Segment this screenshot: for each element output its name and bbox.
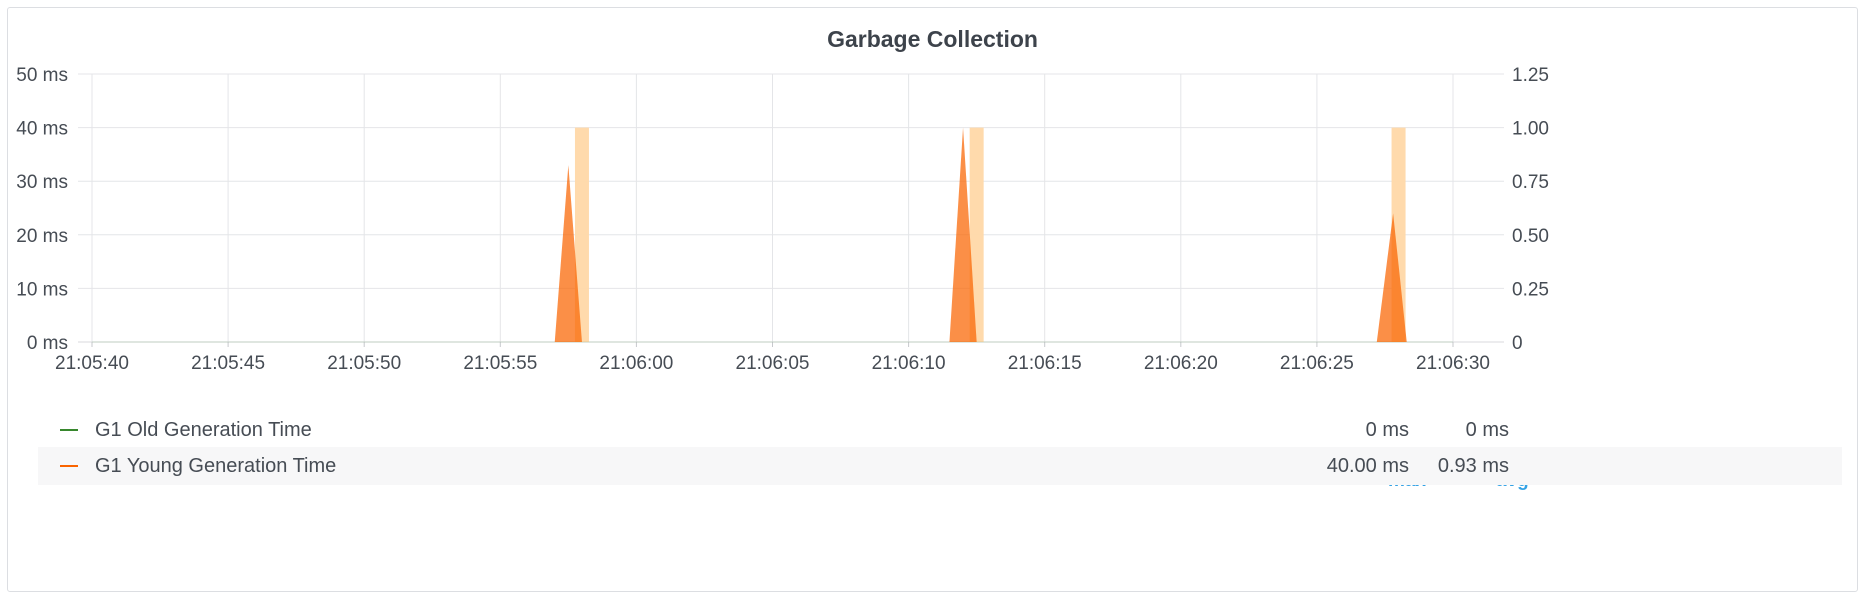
y-left-tick-label: 50 ms bbox=[16, 65, 68, 86]
x-tick-label: 21:06:10 bbox=[872, 353, 946, 374]
x-tick-label: 21:05:55 bbox=[463, 353, 537, 374]
legend-max-old-gen: 0 ms bbox=[1365, 419, 1409, 441]
y-axis-left: 0 ms 10 ms 20 ms 30 ms 40 ms 50 ms bbox=[16, 65, 68, 354]
young-gen-area-spike bbox=[949, 127, 977, 342]
bar-mark bbox=[574, 127, 589, 342]
x-tick-label: 21:06:25 bbox=[1280, 353, 1354, 374]
y-left-tick-label: 0 ms bbox=[27, 333, 68, 354]
x-tick-label: 21:06:20 bbox=[1144, 353, 1218, 374]
y-left-tick-label: 40 ms bbox=[16, 119, 68, 140]
x-tick-label: 21:06:30 bbox=[1416, 353, 1490, 374]
x-tick-label: 21:06:00 bbox=[599, 353, 673, 374]
panel-title: Garbage Collection bbox=[827, 26, 1038, 52]
x-tick-label: 21:06:05 bbox=[736, 353, 810, 374]
legend-label-young-gen: G1 Young Generation Time bbox=[95, 455, 337, 477]
young-gen-area-spike bbox=[1376, 213, 1407, 342]
legend-label-old-gen: G1 Old Generation Time bbox=[95, 419, 312, 441]
legend-avg-old-gen: 0 ms bbox=[1465, 419, 1509, 441]
y-right-tick-label: 0.50 bbox=[1512, 226, 1549, 247]
y-right-tick-label: 0 bbox=[1512, 333, 1523, 354]
legend-row-young-gen[interactable]: G1 Young Generation Time 40.00 ms 0.93 m… bbox=[38, 447, 1842, 485]
chart-grid bbox=[78, 73, 1504, 343]
x-tick-label: 21:06:15 bbox=[1008, 353, 1082, 374]
x-tick-label: 21:05:45 bbox=[191, 353, 265, 374]
legend-avg-young-gen: 0.93 ms bbox=[1437, 455, 1509, 477]
young-gen-area-spike bbox=[554, 165, 582, 342]
chart-series bbox=[92, 127, 1453, 343]
y-right-tick-label: 1.00 bbox=[1512, 119, 1549, 140]
x-axis: 21:05:40 21:05:45 21:05:50 21:05:55 21:06:00… bbox=[55, 342, 1490, 374]
y-left-tick-label: 20 ms bbox=[16, 226, 68, 247]
legend-swatch-old-gen bbox=[60, 429, 78, 431]
legend-row-old-gen[interactable]: G1 Old Generation Time 0 ms 0 ms bbox=[38, 411, 1842, 449]
y-right-tick-label: 0.25 bbox=[1512, 279, 1549, 300]
y-left-tick-label: 30 ms bbox=[16, 172, 68, 193]
x-tick-label: 21:05:50 bbox=[327, 353, 401, 374]
legend-swatch-young-gen bbox=[60, 465, 78, 467]
y-axis-right: 0 0.25 0.50 0.75 1.00 1.25 bbox=[1512, 65, 1549, 354]
garbage-collection-panel: Garbage Collection 0 ms 10 ms 20 ms 30 ms 40… bbox=[7, 7, 1858, 592]
y-right-tick-label: 0.75 bbox=[1512, 172, 1549, 193]
y-left-tick-label: 10 ms bbox=[16, 279, 68, 300]
x-tick-label: 21:05:40 bbox=[55, 353, 129, 374]
y-right-tick-label: 1.25 bbox=[1512, 65, 1549, 86]
legend-max-young-gen: 40.00 ms bbox=[1326, 455, 1409, 477]
